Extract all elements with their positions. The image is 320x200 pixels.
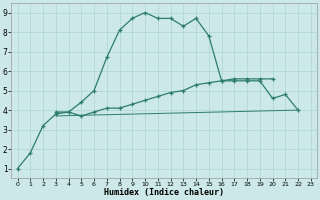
X-axis label: Humidex (Indice chaleur): Humidex (Indice chaleur): [104, 188, 224, 197]
